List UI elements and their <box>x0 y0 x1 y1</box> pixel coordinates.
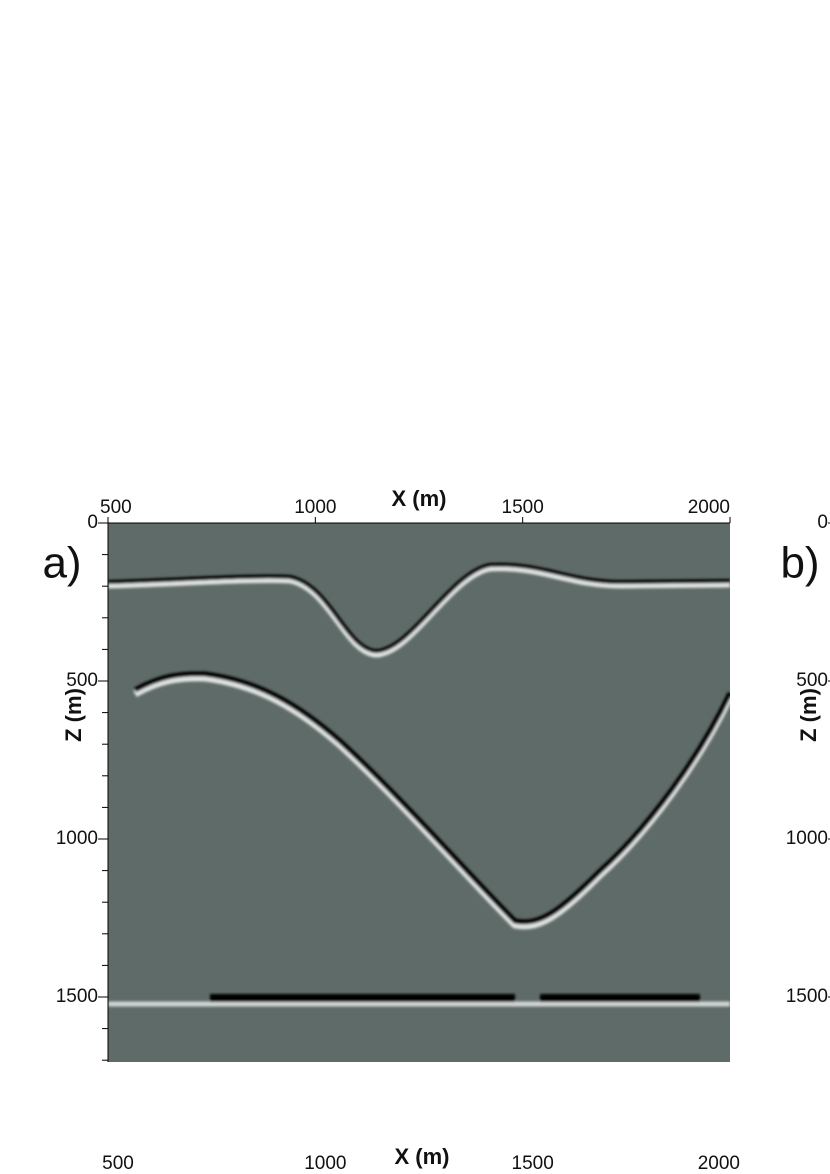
reflector <box>108 562 730 654</box>
x-tick-label: 2000 <box>688 497 730 518</box>
x-axis-title: X (m) <box>395 1144 450 1169</box>
x-tick-label: 500 <box>100 497 132 518</box>
x-tick-label: 2000 <box>698 1153 740 1174</box>
x-axis-title: X (m) <box>392 486 447 511</box>
x-tick-label: 1000 <box>304 1153 346 1174</box>
panel-label: b) <box>780 539 819 588</box>
z-tick-label: 500 <box>796 670 828 691</box>
z-tick-label: 1000 <box>56 828 98 849</box>
x-tick-label: 1500 <box>502 497 544 518</box>
x-tick-label: 1000 <box>294 497 336 518</box>
reflector <box>133 671 730 925</box>
z-tick-label: 1500 <box>56 986 98 1007</box>
z-tick-label: 500 <box>66 670 98 691</box>
seismic-background <box>108 523 730 1062</box>
reflector-halo <box>108 564 730 658</box>
panel-label: a) <box>42 539 81 588</box>
z-axis-title: Z (m) <box>61 688 86 742</box>
reflectors <box>108 562 730 1007</box>
z-axis-title: Z (m) <box>796 688 821 742</box>
z-tick-label: 0 <box>817 512 828 533</box>
reflector-halo <box>133 674 730 930</box>
z-tick-label: 0 <box>87 512 98 533</box>
z-tick-label: 1500 <box>786 986 828 1007</box>
x-tick-label: 500 <box>102 1153 134 1174</box>
panel-a-image <box>108 523 730 1062</box>
z-tick-label: 1000 <box>786 828 828 849</box>
x-tick-label: 1500 <box>512 1153 554 1174</box>
